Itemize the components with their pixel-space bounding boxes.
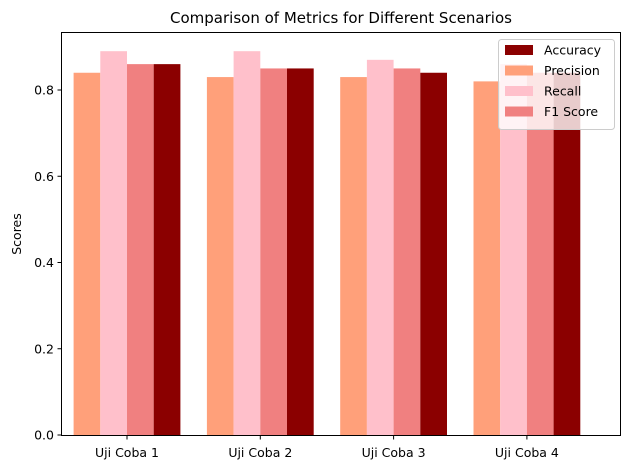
legend-label-f1-score: F1 Score — [544, 104, 598, 119]
y-tick-label: 0.6 — [34, 169, 54, 184]
legend-swatch-recall — [505, 86, 533, 96]
bar-f1-score-uji-coba-1 — [127, 64, 154, 435]
x-tick-label: Uji Coba 3 — [362, 445, 426, 460]
bar-f1-score-uji-coba-2 — [260, 68, 287, 435]
legend-swatch-f1-score — [505, 106, 533, 117]
plot-frame — [61, 32, 621, 436]
bar-recall-uji-coba-2 — [233, 51, 261, 435]
bar-precision-uji-coba-2 — [206, 77, 234, 435]
legend: Accuracy Precision Recall F1 Score — [498, 39, 615, 130]
bar-recall-uji-coba-3 — [366, 59, 394, 435]
legend-swatch-precision — [505, 65, 533, 76]
legend-label-precision: Precision — [544, 63, 600, 78]
bar-f1-score-uji-coba-4 — [526, 72, 554, 435]
legend-label-accuracy: Accuracy — [544, 43, 602, 58]
bars-layer — [73, 51, 581, 435]
bar-accuracy-uji-coba-1 — [153, 64, 181, 435]
legend-swatch-accuracy — [505, 45, 533, 55]
bar-precision-uji-coba-1 — [73, 72, 101, 435]
y-tick-label: 0.4 — [34, 255, 54, 270]
bar-precision-uji-coba-3 — [340, 77, 367, 435]
x-axis: Uji Coba 1 Uji Coba 2 Uji Coba 3 Uji Coba 4 — [95, 435, 559, 460]
x-tick-label: Uji Coba 2 — [228, 445, 292, 460]
y-tick-label: 0.2 — [34, 341, 54, 356]
y-tick-label: 0.0 — [34, 428, 54, 443]
y-axis-label: Scores — [9, 213, 24, 255]
bar-accuracy-uji-coba-3 — [420, 72, 447, 435]
bar-recall-uji-coba-1 — [100, 51, 127, 435]
bar-precision-uji-coba-4 — [473, 81, 501, 435]
y-tick-label: 0.8 — [34, 83, 54, 98]
x-tick-label: Uji Coba 4 — [495, 445, 559, 460]
x-tick-label: Uji Coba 1 — [95, 445, 159, 460]
legend-label-recall: Recall — [544, 84, 581, 99]
bar-accuracy-uji-coba-2 — [287, 68, 314, 435]
y-axis: 0.0 0.2 0.4 0.6 0.8 — [34, 83, 62, 443]
bar-accuracy-uji-coba-4 — [553, 72, 581, 435]
chart-title: Comparison of Metrics for Different Scen… — [170, 9, 512, 27]
bar-f1-score-uji-coba-3 — [393, 68, 421, 435]
